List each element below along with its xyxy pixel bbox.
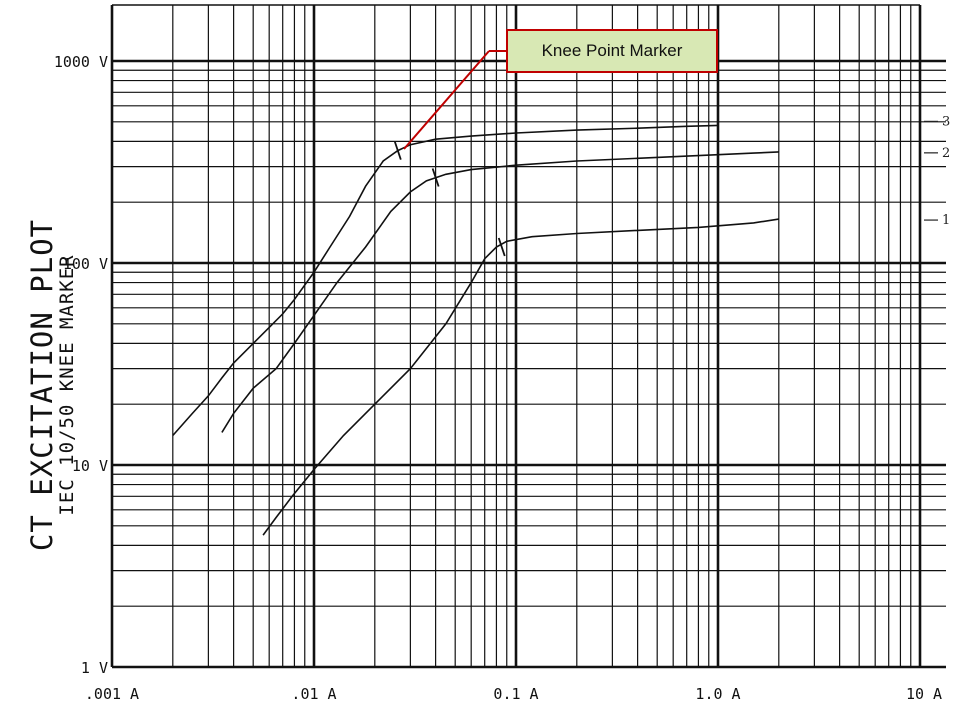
y-tick-label: 10 V — [72, 457, 108, 475]
series-curve-2 — [221, 151, 779, 433]
knee-marker-1 — [497, 237, 506, 257]
y-tick-label: 1000 V — [54, 53, 108, 71]
knee-marker-2 — [431, 168, 440, 187]
knee-marker-layer — [393, 141, 506, 257]
x-tick-label: 1.0 A — [695, 685, 740, 703]
grid-layer — [110, 4, 946, 669]
curve-label-1: 1 — [942, 213, 950, 228]
chart-subtitle: IEC 10/50 KNEE MARKER — [56, 254, 78, 515]
x-tick-label: 0.1 A — [493, 685, 538, 703]
series-curve-3 — [172, 124, 719, 437]
curve-label-3: 3 — [942, 114, 950, 129]
knee-point-marker-callout: Knee Point Marker — [506, 29, 718, 73]
curve-label-2: 2 — [942, 146, 950, 161]
series-layer — [172, 124, 779, 536]
chart-title: CT EXCITATION PLOT — [25, 219, 59, 551]
x-tick-label: 10 A — [906, 685, 942, 703]
series-curve-1 — [262, 218, 779, 536]
y-tick-label: 1 V — [81, 659, 108, 677]
x-tick-label: .01 A — [291, 685, 336, 703]
tick-label-layer: .001 A .01 A 0.1 A 1.0 A 10 A 1 V 10 V 100 V 100… — [54, 53, 942, 703]
curve-label-layer: 1 2 3 — [924, 114, 950, 228]
y-tick-label: 100 V — [63, 255, 108, 273]
annotation-leader-line — [403, 50, 490, 150]
x-tick-label: .001 A — [85, 685, 139, 703]
knee-marker-3 — [393, 141, 402, 160]
